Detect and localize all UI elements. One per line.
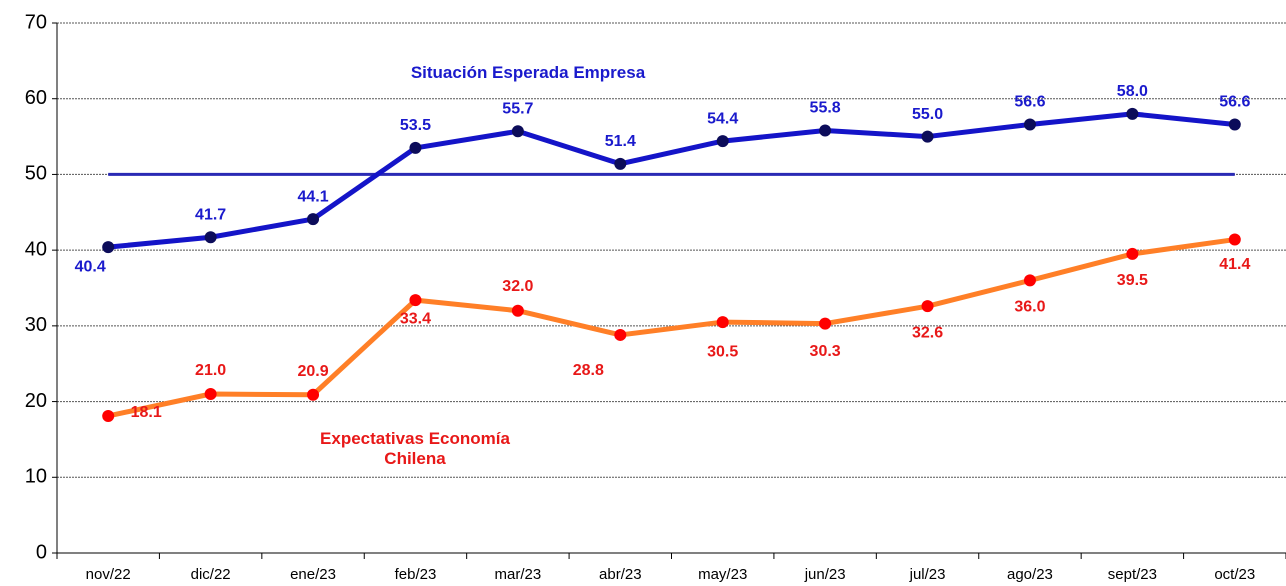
- data-label: 53.5: [400, 117, 431, 134]
- y-tick-label: 0: [36, 541, 47, 563]
- x-tick-label: oct/23: [1214, 566, 1255, 583]
- series-line: [107, 237, 1236, 419]
- point: [1228, 233, 1241, 246]
- point: [819, 317, 832, 330]
- y-tick-label: 70: [25, 11, 47, 33]
- y-tick-label: 20: [25, 390, 47, 412]
- point: [511, 304, 524, 317]
- data-label: 39.5: [1117, 272, 1148, 289]
- x-tick-label: jul/23: [909, 566, 946, 583]
- data-label: 41.4: [1219, 256, 1250, 273]
- point: [614, 157, 627, 170]
- data-label: 32.6: [912, 324, 943, 341]
- point: [921, 300, 934, 313]
- point: [716, 135, 729, 148]
- data-label: 55.7: [502, 100, 533, 117]
- x-tick-label: ene/23: [290, 566, 336, 583]
- point: [614, 328, 627, 341]
- data-label: 28.8: [573, 362, 604, 379]
- series-label: Situación Esperada Empresa: [410, 63, 646, 82]
- data-label: 32.0: [502, 278, 533, 295]
- x-tick-label: mar/23: [495, 566, 542, 583]
- data-label: 55.0: [912, 106, 943, 123]
- point: [307, 388, 320, 401]
- point: [1126, 107, 1139, 120]
- data-label: 54.4: [707, 110, 738, 127]
- data-label: 56.6: [1014, 94, 1045, 111]
- x-tick-label: feb/23: [395, 566, 437, 583]
- point: [921, 130, 934, 143]
- data-label: 41.7: [195, 206, 226, 223]
- data-label: 33.4: [400, 310, 431, 327]
- x-tick-label: abr/23: [599, 566, 642, 583]
- data-label: 30.3: [810, 343, 841, 360]
- y-tick-label: 60: [25, 87, 47, 109]
- series-line: [107, 111, 1236, 250]
- data-label: 56.6: [1219, 94, 1250, 111]
- data-label: 18.1: [131, 404, 162, 421]
- point: [1023, 118, 1036, 131]
- data-label: 44.1: [297, 188, 328, 205]
- data-label: 51.4: [605, 133, 636, 150]
- y-tick-label: 10: [25, 466, 47, 488]
- series-label: Expectativas Economía Chilena: [320, 429, 510, 468]
- x-tick-label: sept/23: [1108, 566, 1157, 583]
- point: [102, 241, 115, 254]
- point: [819, 124, 832, 137]
- data-label: 40.4: [75, 258, 106, 275]
- data-label: 36.0: [1014, 299, 1045, 316]
- x-tick-label: nov/22: [86, 566, 131, 583]
- point: [1228, 118, 1241, 131]
- point: [204, 388, 217, 400]
- point: [1126, 247, 1139, 260]
- data-label: 58.0: [1117, 83, 1148, 100]
- point: [716, 316, 729, 329]
- point: [409, 141, 422, 154]
- point: [1023, 274, 1036, 287]
- data-label: 30.5: [707, 343, 738, 360]
- point: [409, 294, 422, 307]
- y-tick-label: 30: [25, 314, 47, 336]
- y-tick-label: 50: [25, 163, 47, 185]
- y-tick-label: 40: [25, 238, 47, 260]
- data-label: 20.9: [297, 363, 328, 380]
- point: [204, 231, 217, 244]
- data-label: 55.8: [810, 100, 841, 117]
- point: [307, 213, 320, 226]
- x-tick-label: ago/23: [1007, 566, 1053, 583]
- x-tick-label: dic/22: [191, 566, 231, 583]
- data-label: 21.0: [195, 362, 226, 379]
- x-tick-label: may/23: [698, 566, 747, 583]
- point: [102, 409, 115, 422]
- point: [511, 125, 524, 138]
- x-tick-label: jun/23: [804, 566, 846, 583]
